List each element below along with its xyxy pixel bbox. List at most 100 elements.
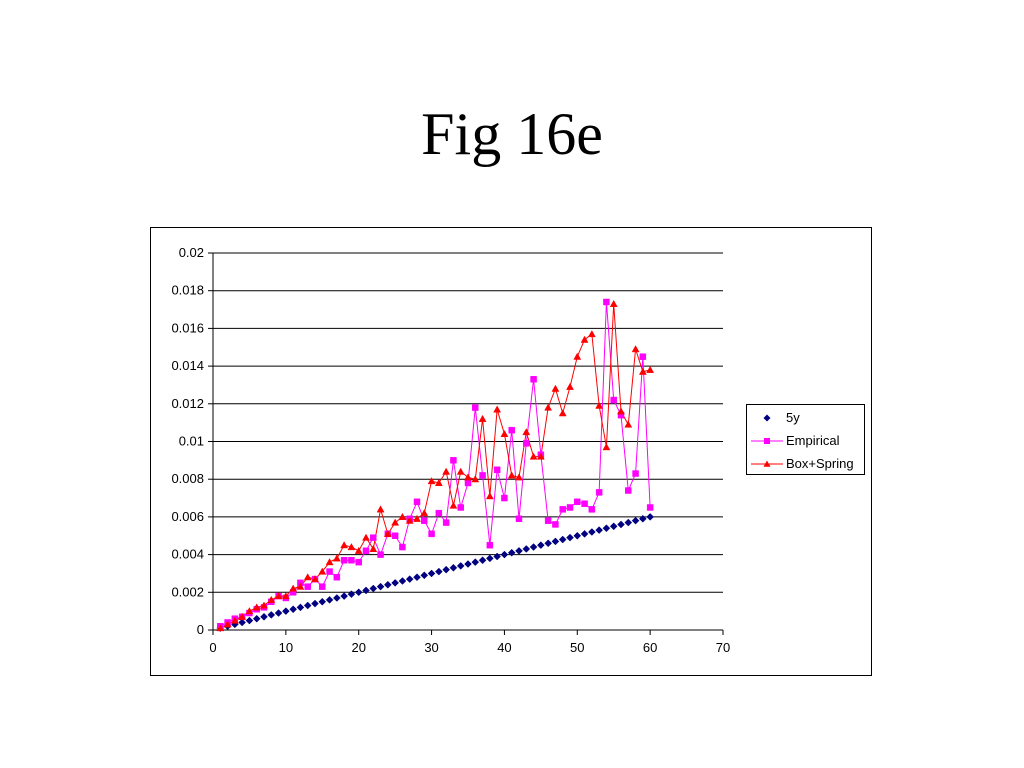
data-point-empirical	[566, 504, 574, 511]
x-tick-label: 30	[424, 640, 438, 655]
data-point-box-spring	[267, 595, 276, 603]
data-point-box-spring	[617, 407, 625, 415]
data-point-empirical	[377, 551, 384, 558]
data-point-5y	[376, 582, 385, 591]
data-point-5y	[522, 545, 531, 553]
data-point-empirical	[435, 509, 443, 517]
data-point-box-spring	[624, 420, 633, 428]
data-point-empirical	[370, 534, 377, 541]
data-point-5y	[405, 575, 414, 583]
data-point-5y	[303, 601, 312, 610]
data-point-empirical	[472, 404, 479, 411]
data-point-box-spring	[391, 518, 400, 526]
data-point-empirical	[515, 515, 523, 523]
data-point-empirical	[508, 426, 515, 434]
data-point-box-spring	[369, 544, 378, 552]
data-point-5y	[238, 618, 246, 627]
data-point-box-spring	[420, 509, 429, 517]
data-point-empirical	[610, 396, 617, 404]
data-point-5y	[347, 590, 356, 599]
data-point-box-spring	[296, 582, 305, 590]
data-point-5y	[478, 556, 487, 565]
data-point-5y	[369, 584, 378, 593]
data-point-5y	[354, 588, 363, 597]
data-point-box-spring	[325, 558, 334, 566]
data-point-box-spring	[362, 533, 370, 541]
data-point-empirical	[319, 583, 326, 590]
data-point-5y	[333, 594, 341, 602]
data-point-5y	[435, 567, 443, 576]
data-point-empirical	[603, 298, 610, 306]
data-point-5y	[384, 580, 392, 589]
data-point-empirical	[413, 498, 421, 506]
data-point-5y	[580, 530, 589, 538]
y-tick-label: 0.018	[171, 283, 204, 298]
data-point-5y	[340, 592, 348, 600]
y-tick-label: 0	[197, 622, 204, 637]
data-point-box-spring	[638, 367, 647, 375]
data-point-empirical	[428, 530, 435, 538]
data-point-box-spring	[587, 330, 596, 338]
data-point-empirical	[588, 506, 596, 513]
data-point-box-spring	[311, 575, 319, 583]
data-point-5y	[588, 528, 596, 536]
data-point-empirical	[632, 470, 639, 477]
data-point-box-spring	[398, 512, 407, 520]
data-point-5y	[544, 539, 552, 548]
data-point-box-spring	[602, 443, 611, 451]
data-point-empirical	[523, 440, 530, 447]
y-tick-label: 0.016	[171, 320, 204, 335]
legend-item-box-spring: Box+Spring	[747, 454, 866, 474]
data-point-box-spring	[274, 592, 283, 600]
data-point-5y	[325, 595, 334, 604]
data-point-empirical	[391, 532, 399, 539]
data-point-box-spring	[281, 592, 290, 600]
data-point-empirical	[479, 472, 486, 479]
data-point-box-spring	[522, 428, 531, 436]
data-point-box-spring	[442, 467, 451, 475]
data-point-5y	[427, 569, 436, 578]
data-point-box-spring	[434, 478, 443, 487]
data-point-box-spring	[493, 405, 502, 413]
data-point-box-spring	[631, 345, 640, 353]
legend-label-box-spring: Box+Spring	[786, 456, 854, 471]
data-point-5y	[486, 554, 494, 563]
data-point-box-spring	[507, 471, 516, 479]
data-point-5y	[515, 546, 523, 555]
data-point-5y	[551, 537, 560, 546]
data-point-empirical	[340, 557, 348, 564]
data-point-5y	[537, 541, 545, 550]
data-point-box-spring	[260, 601, 268, 609]
data-point-empirical	[544, 517, 552, 524]
data-point-empirical	[304, 583, 311, 590]
data-point-box-spring	[216, 624, 225, 632]
legend-swatch-box-spring	[751, 460, 783, 467]
data-point-5y	[566, 533, 574, 542]
data-point-5y	[442, 565, 450, 574]
data-point-box-spring	[456, 467, 465, 475]
data-point-5y	[260, 612, 268, 621]
legend-swatch-empirical	[751, 438, 783, 444]
data-point-5y	[624, 518, 633, 527]
data-point-5y	[500, 550, 509, 559]
data-point-empirical	[559, 506, 566, 513]
data-point-5y	[602, 524, 611, 533]
data-point-empirical	[464, 479, 472, 487]
data-point-box-spring	[580, 335, 589, 343]
data-point-5y	[464, 560, 472, 568]
data-point-5y	[420, 571, 429, 580]
data-point-empirical	[574, 498, 581, 506]
data-point-box-spring	[595, 401, 604, 409]
x-tick-label: 20	[351, 640, 365, 655]
x-tick-label: 0	[209, 640, 216, 655]
data-point-empirical	[450, 457, 457, 464]
data-point-box-spring	[449, 501, 458, 509]
data-point-box-spring	[238, 612, 247, 620]
data-point-5y	[449, 563, 458, 572]
data-point-box-spring	[573, 352, 582, 360]
data-point-empirical	[333, 573, 341, 581]
data-point-empirical	[552, 521, 559, 528]
data-point-5y	[507, 548, 516, 557]
data-point-box-spring	[405, 516, 414, 524]
data-point-empirical	[457, 504, 464, 511]
